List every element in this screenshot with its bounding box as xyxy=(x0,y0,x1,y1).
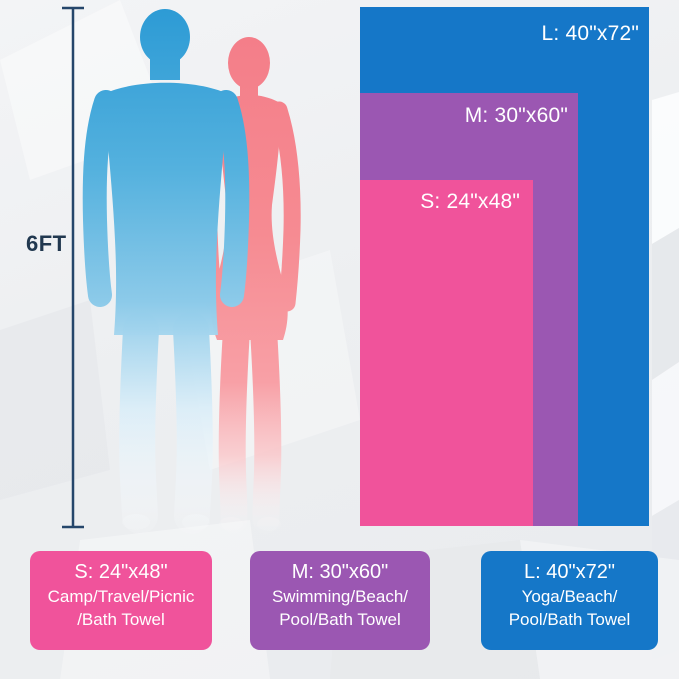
male-figure-silhouette xyxy=(82,9,250,534)
legend-card-small-line3: /Bath Towel xyxy=(77,610,165,629)
male-left-leg xyxy=(119,312,159,534)
male-right-leg xyxy=(173,312,213,534)
male-right-arm xyxy=(214,90,250,307)
legend-card-large-title: L: 40"x72" xyxy=(524,561,615,583)
male-left-foot xyxy=(122,514,150,530)
legend-card-large: L: 40"x72" Yoga/Beach/ Pool/Bath Towel xyxy=(481,551,658,650)
female-head xyxy=(228,37,270,89)
legend-card-medium-title: M: 30"x60" xyxy=(291,561,389,583)
height-label: 6FT xyxy=(26,231,67,256)
male-torso xyxy=(104,82,228,335)
height-ruler xyxy=(62,6,84,529)
male-left-arm xyxy=(82,90,118,307)
legend-card-medium-line2: Swimming/Beach/ xyxy=(271,587,409,606)
male-neck xyxy=(150,54,180,80)
legend-card-large-line2: Yoga/Beach/ xyxy=(521,587,618,606)
towel-rect-small: S: 24"x48" xyxy=(360,180,533,526)
legend-card-medium-line3: Pool/Bath Towel xyxy=(279,610,401,629)
legend-card-small-title: S: 24"x48" xyxy=(74,561,168,583)
female-left-leg xyxy=(218,324,250,534)
legend-card-large-line3: Pool/Bath Towel xyxy=(508,610,631,629)
towel-rect-medium-label: M: 30"x60" xyxy=(464,104,568,127)
female-right-arm xyxy=(270,101,301,312)
towel-rect-large-label: L: 40"x72" xyxy=(541,22,639,45)
legend-card-medium: M: 30"x60" Swimming/Beach/ Pool/Bath Tow… xyxy=(250,551,430,650)
male-head xyxy=(140,9,190,65)
towel-rect-small-label: S: 24"x48" xyxy=(420,190,520,213)
legend-card-small: S: 24"x48" Camp/Travel/Picnic /Bath Towe… xyxy=(30,551,212,650)
female-right-foot xyxy=(257,517,281,531)
female-left-foot xyxy=(219,517,243,531)
male-right-foot xyxy=(182,514,210,530)
female-right-leg xyxy=(250,324,282,534)
legend-card-small-line2: Camp/Travel/Picnic xyxy=(47,587,195,606)
